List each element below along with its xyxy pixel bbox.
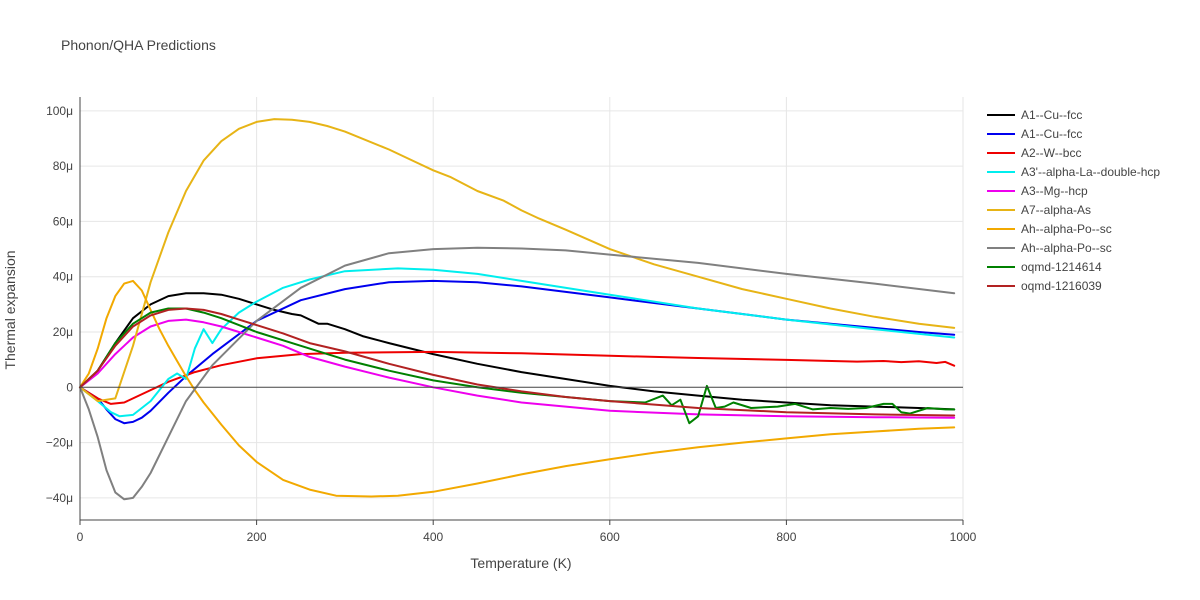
y-tick-label: −20μ bbox=[46, 436, 73, 450]
y-axis-title: Thermal expansion bbox=[2, 250, 18, 369]
legend-label: A2--W--bcc bbox=[1021, 146, 1081, 160]
x-axis-title: Temperature (K) bbox=[470, 555, 571, 571]
y-tick-label: 0 bbox=[66, 380, 73, 394]
x-tick-labels: 0 200 400 600 800 1000 bbox=[77, 530, 977, 544]
legend-label: A3'--alpha-La--double-hcp bbox=[1021, 165, 1160, 179]
legend-label: A1--Cu--fcc bbox=[1021, 108, 1082, 122]
legend-label: oqmd-1214614 bbox=[1021, 260, 1102, 274]
legend-item[interactable]: oqmd-1216039 bbox=[987, 279, 1102, 293]
y-tick-label: 60μ bbox=[53, 214, 73, 228]
x-tick-label: 800 bbox=[776, 530, 796, 544]
legend-item[interactable]: oqmd-1214614 bbox=[987, 260, 1102, 274]
x-tick-label: 400 bbox=[423, 530, 443, 544]
x-tick-label: 0 bbox=[77, 530, 84, 544]
legend-label: Ah--alpha-Po--sc bbox=[1021, 222, 1112, 236]
legend-label: oqmd-1216039 bbox=[1021, 279, 1102, 293]
legend-item[interactable]: A3--Mg--hcp bbox=[987, 184, 1088, 198]
legend-label: A1--Cu--fcc bbox=[1021, 127, 1082, 141]
legend-label: Ah--alpha-Po--sc bbox=[1021, 241, 1112, 255]
legend-item[interactable]: A7--alpha-As bbox=[987, 203, 1091, 217]
grid-lines bbox=[80, 97, 964, 520]
legend-label: A3--Mg--hcp bbox=[1021, 184, 1088, 198]
legend[interactable]: A1--Cu--fcc A1--Cu--fcc A2--W--bcc A3'--alp… bbox=[987, 108, 1160, 293]
legend-item[interactable]: A1--Cu--fcc bbox=[987, 108, 1082, 122]
y-tick-label: 100μ bbox=[46, 104, 73, 118]
legend-item[interactable]: A1--Cu--fcc bbox=[987, 127, 1082, 141]
chart-title: Phonon/QHA Predictions bbox=[61, 37, 216, 53]
legend-item[interactable]: Ah--alpha-Po--sc bbox=[987, 222, 1112, 236]
series-line-6 bbox=[79, 118, 956, 403]
y-tick-label: 80μ bbox=[53, 159, 73, 173]
x-tick-label: 600 bbox=[600, 530, 620, 544]
series-line-1 bbox=[79, 292, 956, 411]
plot-series bbox=[79, 118, 956, 501]
series-line-8 bbox=[79, 246, 956, 501]
series-line-4 bbox=[79, 267, 956, 418]
series-line-3 bbox=[79, 350, 956, 405]
x-tick-label: 1000 bbox=[950, 530, 977, 544]
y-tick-label: 20μ bbox=[53, 325, 73, 339]
series-line-10 bbox=[79, 307, 956, 417]
y-tick-label: 40μ bbox=[53, 270, 73, 284]
legend-item[interactable]: A3'--alpha-La--double-hcp bbox=[987, 165, 1160, 179]
axes bbox=[79, 97, 964, 525]
legend-item[interactable]: A2--W--bcc bbox=[987, 146, 1081, 160]
series-line-7 bbox=[79, 279, 956, 498]
series-line-5 bbox=[79, 318, 956, 419]
x-tick-label: 200 bbox=[247, 530, 267, 544]
y-tick-labels: −40μ −20μ 0 20μ 40μ 60μ 80μ 100μ bbox=[46, 104, 74, 505]
legend-label: A7--alpha-As bbox=[1021, 203, 1091, 217]
legend-item[interactable]: Ah--alpha-Po--sc bbox=[987, 241, 1112, 255]
y-tick-label: −40μ bbox=[46, 491, 73, 505]
